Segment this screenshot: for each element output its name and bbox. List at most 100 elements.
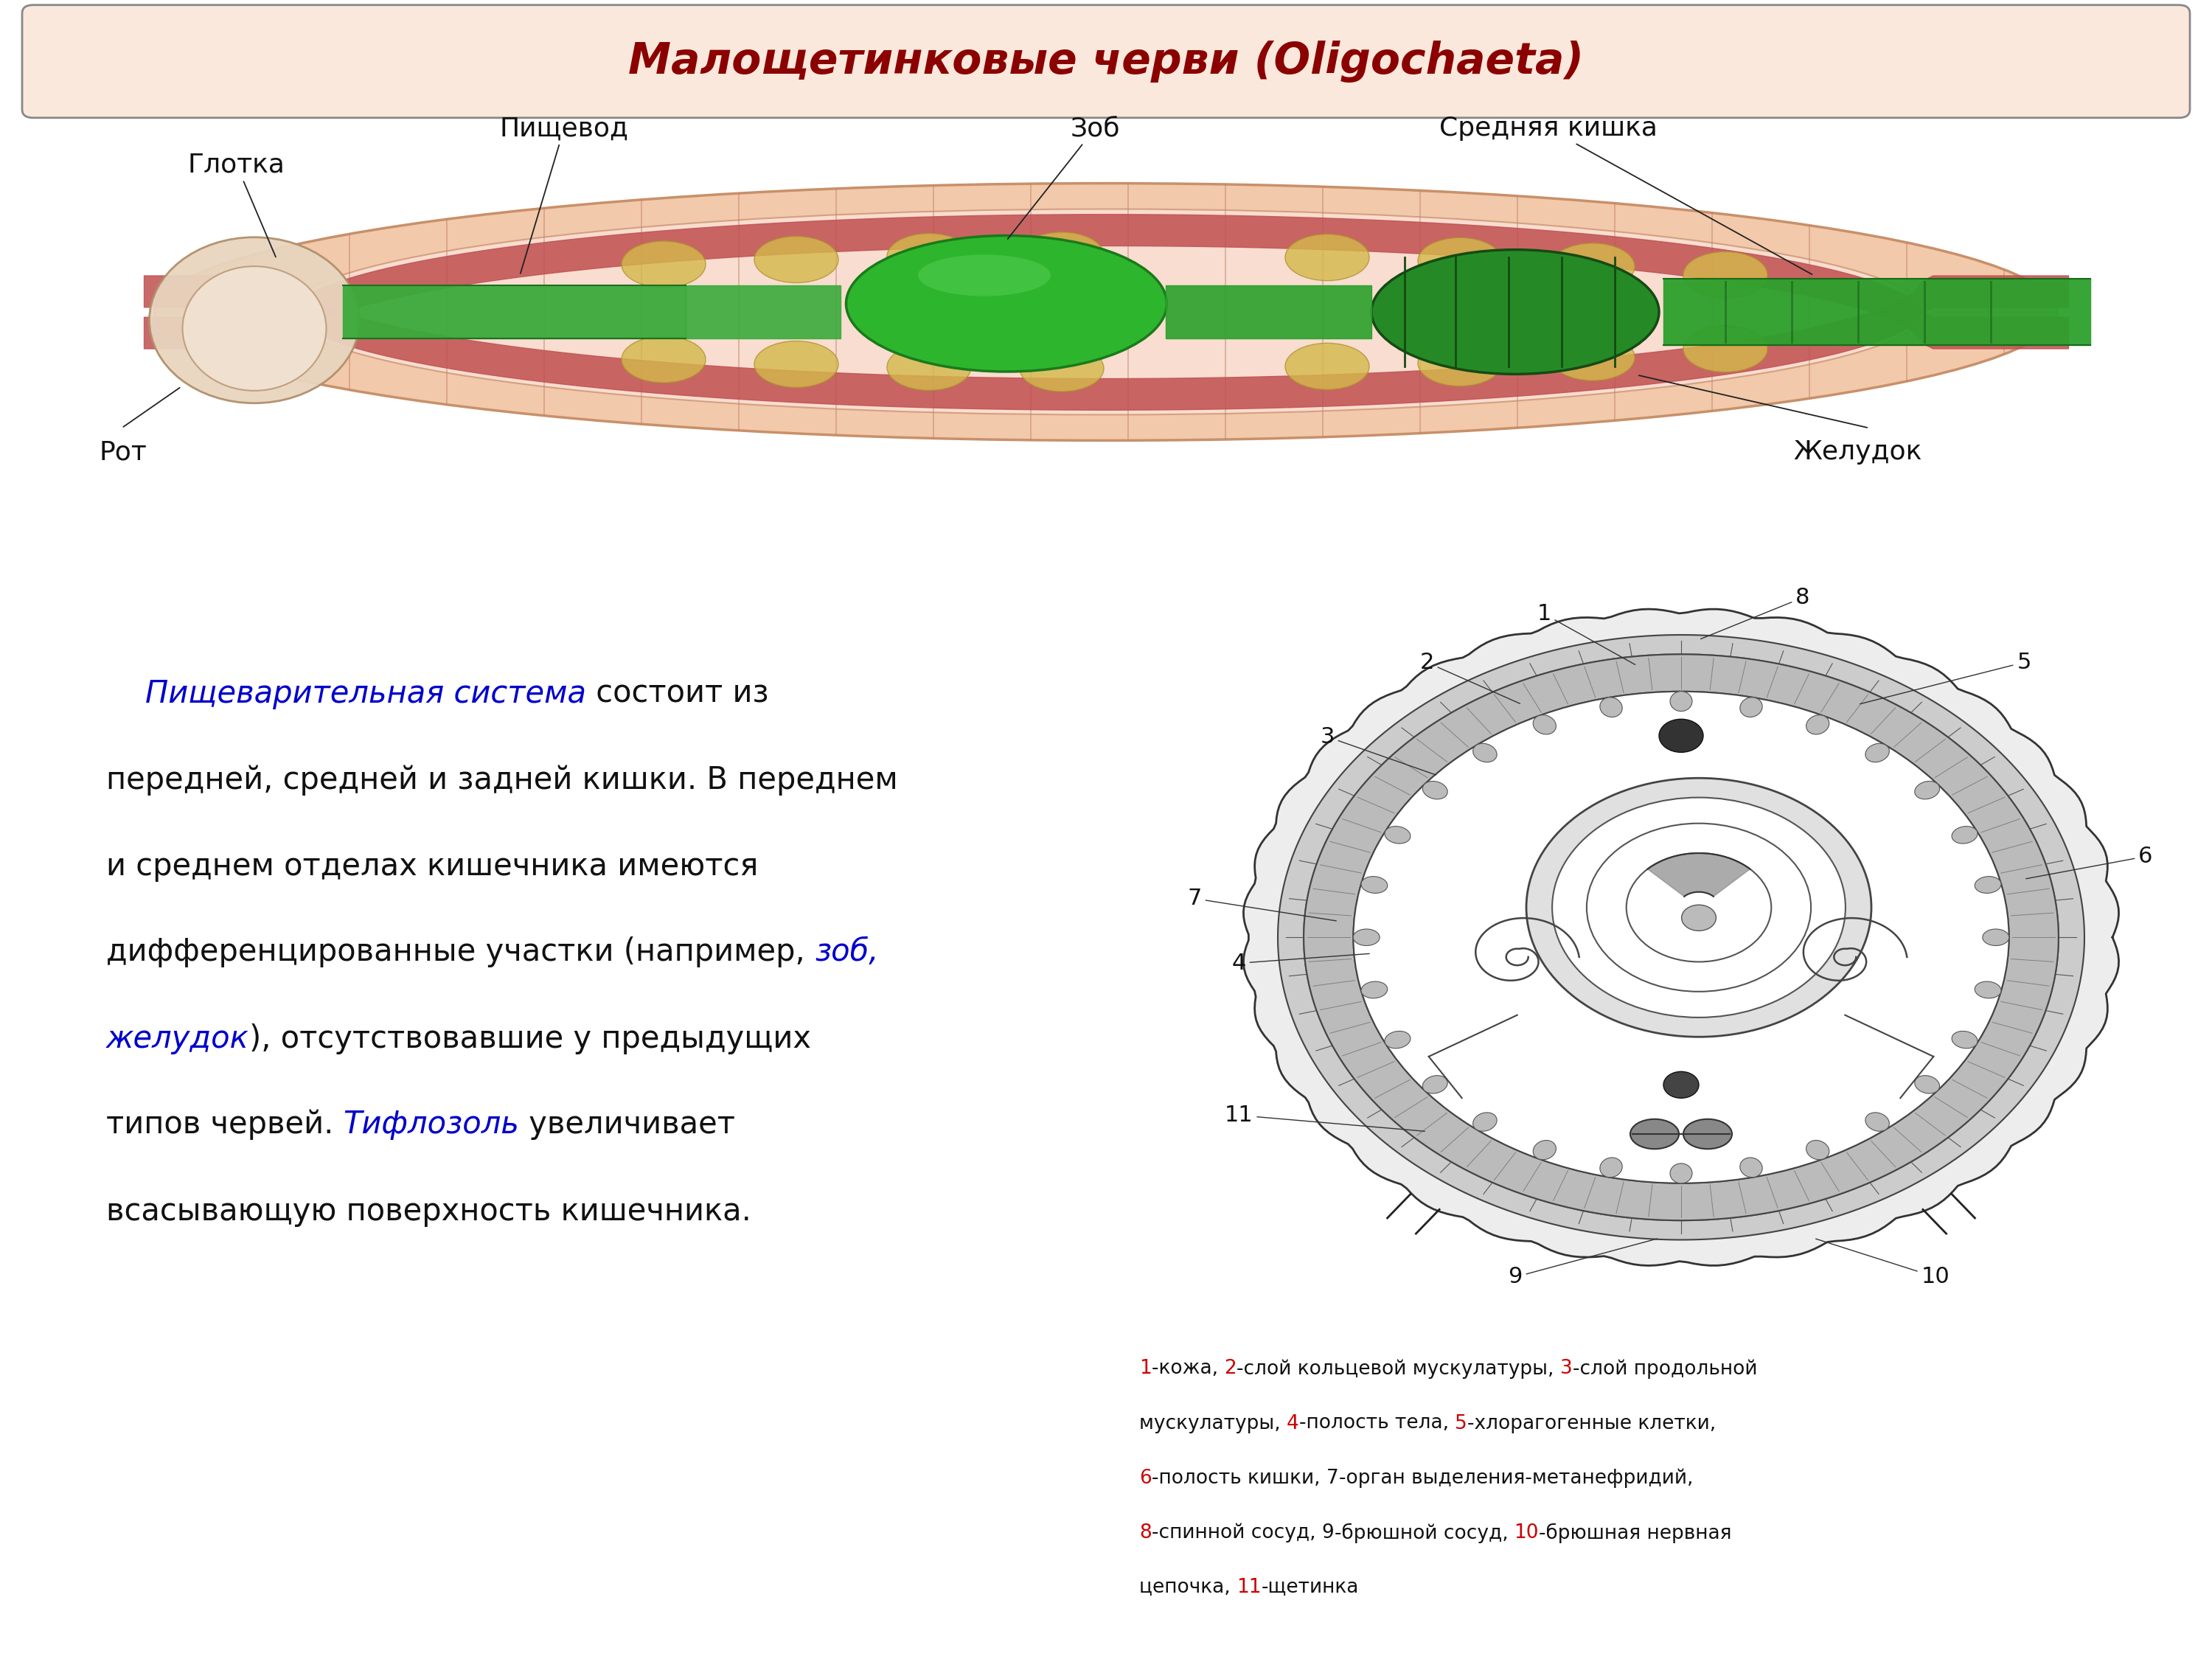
Ellipse shape <box>1951 1032 1978 1048</box>
Ellipse shape <box>1385 1032 1411 1048</box>
Circle shape <box>1553 798 1845 1017</box>
Ellipse shape <box>754 236 838 282</box>
Ellipse shape <box>845 236 1168 372</box>
Ellipse shape <box>1533 1140 1555 1160</box>
Polygon shape <box>1303 654 2059 1221</box>
Text: 8: 8 <box>1701 587 1809 639</box>
Circle shape <box>1663 1072 1699 1098</box>
Text: 11: 11 <box>1225 1105 1425 1131</box>
Ellipse shape <box>1683 252 1767 299</box>
Ellipse shape <box>1807 1140 1829 1160</box>
Text: 10: 10 <box>1816 1239 1949 1287</box>
Text: -слой кольцевой мускулатуры,: -слой кольцевой мускулатуры, <box>1237 1359 1559 1379</box>
Ellipse shape <box>1385 826 1411 843</box>
Text: Пищевод: Пищевод <box>500 116 628 274</box>
Text: Зоб: Зоб <box>1009 116 1119 239</box>
Text: -хлорагогенные клетки,: -хлорагогенные клетки, <box>1467 1413 1717 1433</box>
Polygon shape <box>1303 654 2059 1221</box>
Text: 7: 7 <box>1327 1468 1338 1488</box>
Text: 6: 6 <box>2026 846 2152 879</box>
Ellipse shape <box>1741 697 1763 717</box>
Text: 3: 3 <box>1321 727 1436 775</box>
Ellipse shape <box>288 209 1924 415</box>
Text: -орган выделения-метанефридий,: -орган выделения-метанефридий, <box>1338 1468 1692 1488</box>
Text: -брюшной сосуд,: -брюшной сосуд, <box>1334 1523 1515 1543</box>
Text: 6: 6 <box>1139 1468 1152 1488</box>
Ellipse shape <box>1473 1113 1498 1131</box>
Circle shape <box>1659 718 1703 752</box>
Text: типов червей.: типов червей. <box>106 1110 343 1140</box>
Text: состоит из: состоит из <box>586 679 770 708</box>
Ellipse shape <box>1916 1075 1940 1093</box>
Ellipse shape <box>1551 244 1635 290</box>
Ellipse shape <box>1020 232 1104 279</box>
Text: -щетинка: -щетинка <box>1261 1578 1358 1598</box>
Polygon shape <box>1243 609 2119 1266</box>
Text: и среднем отделах кишечника имеются: и среднем отделах кишечника имеются <box>106 851 759 881</box>
Ellipse shape <box>1285 234 1369 280</box>
Text: 3: 3 <box>1559 1359 1573 1379</box>
Ellipse shape <box>1551 333 1635 380</box>
Ellipse shape <box>1418 340 1502 387</box>
Text: Рот: Рот <box>100 440 148 465</box>
Text: 9: 9 <box>1509 1239 1657 1287</box>
Ellipse shape <box>1360 876 1387 893</box>
Text: 2: 2 <box>1420 652 1520 703</box>
Text: 2: 2 <box>1223 1359 1237 1379</box>
Ellipse shape <box>887 234 971 280</box>
Text: -полость тела,: -полость тела, <box>1298 1413 1455 1433</box>
Text: Желудок: Желудок <box>1794 440 1922 465</box>
Text: 9: 9 <box>1323 1523 1334 1543</box>
Text: -брюшная нервная: -брюшная нервная <box>1540 1523 1732 1543</box>
Ellipse shape <box>1670 692 1692 712</box>
Ellipse shape <box>1975 876 2002 893</box>
Text: Малощетинковые черви (Oligochaeta): Малощетинковые черви (Oligochaeta) <box>628 40 1584 83</box>
Polygon shape <box>1648 853 1750 896</box>
Ellipse shape <box>1982 929 2008 946</box>
Text: Пищеварительная система: Пищеварительная система <box>106 679 586 708</box>
Text: 1: 1 <box>1139 1359 1152 1379</box>
Ellipse shape <box>1360 982 1387 999</box>
Ellipse shape <box>1473 743 1498 761</box>
Ellipse shape <box>1422 1075 1447 1093</box>
Text: 4: 4 <box>1287 1413 1298 1433</box>
Text: 5: 5 <box>1860 652 2031 703</box>
Ellipse shape <box>1741 1158 1763 1178</box>
Text: цепочка,: цепочка, <box>1139 1578 1237 1598</box>
Ellipse shape <box>1670 1163 1692 1183</box>
Text: увеличивает: увеличивает <box>520 1110 734 1140</box>
Ellipse shape <box>1916 781 1940 800</box>
Text: зоб,: зоб, <box>814 937 878 967</box>
Text: 7: 7 <box>1188 888 1336 921</box>
Ellipse shape <box>1683 1120 1732 1150</box>
Ellipse shape <box>1020 345 1104 392</box>
Circle shape <box>1526 778 1871 1037</box>
Text: 4: 4 <box>1232 952 1369 974</box>
Ellipse shape <box>622 241 706 287</box>
Ellipse shape <box>1285 343 1369 390</box>
Text: -спинной сосуд,: -спинной сосуд, <box>1152 1523 1323 1543</box>
Ellipse shape <box>150 237 358 403</box>
Ellipse shape <box>1599 697 1621 717</box>
Ellipse shape <box>918 254 1051 295</box>
Ellipse shape <box>1683 325 1767 372</box>
Text: Тифлозоль: Тифлозоль <box>343 1110 520 1140</box>
Ellipse shape <box>1865 743 1889 761</box>
Circle shape <box>1586 823 1812 992</box>
Text: желудок: желудок <box>106 1024 250 1053</box>
Ellipse shape <box>181 265 327 390</box>
Text: Средняя кишка: Средняя кишка <box>1440 116 1812 274</box>
Ellipse shape <box>887 343 971 390</box>
Polygon shape <box>1354 692 2008 1183</box>
Text: дифференцированные участки (например,: дифференцированные участки (например, <box>106 937 814 967</box>
Text: 11: 11 <box>1237 1578 1261 1598</box>
Circle shape <box>1681 904 1717 931</box>
Ellipse shape <box>1599 1158 1621 1178</box>
Polygon shape <box>1279 635 2084 1239</box>
Ellipse shape <box>1975 982 2002 999</box>
Text: 10: 10 <box>1515 1523 1540 1543</box>
Ellipse shape <box>1354 929 1380 946</box>
Text: ), отсутствовавшие у предыдущих: ), отсутствовавшие у предыдущих <box>250 1024 812 1053</box>
Circle shape <box>1626 853 1772 962</box>
Ellipse shape <box>754 342 838 388</box>
